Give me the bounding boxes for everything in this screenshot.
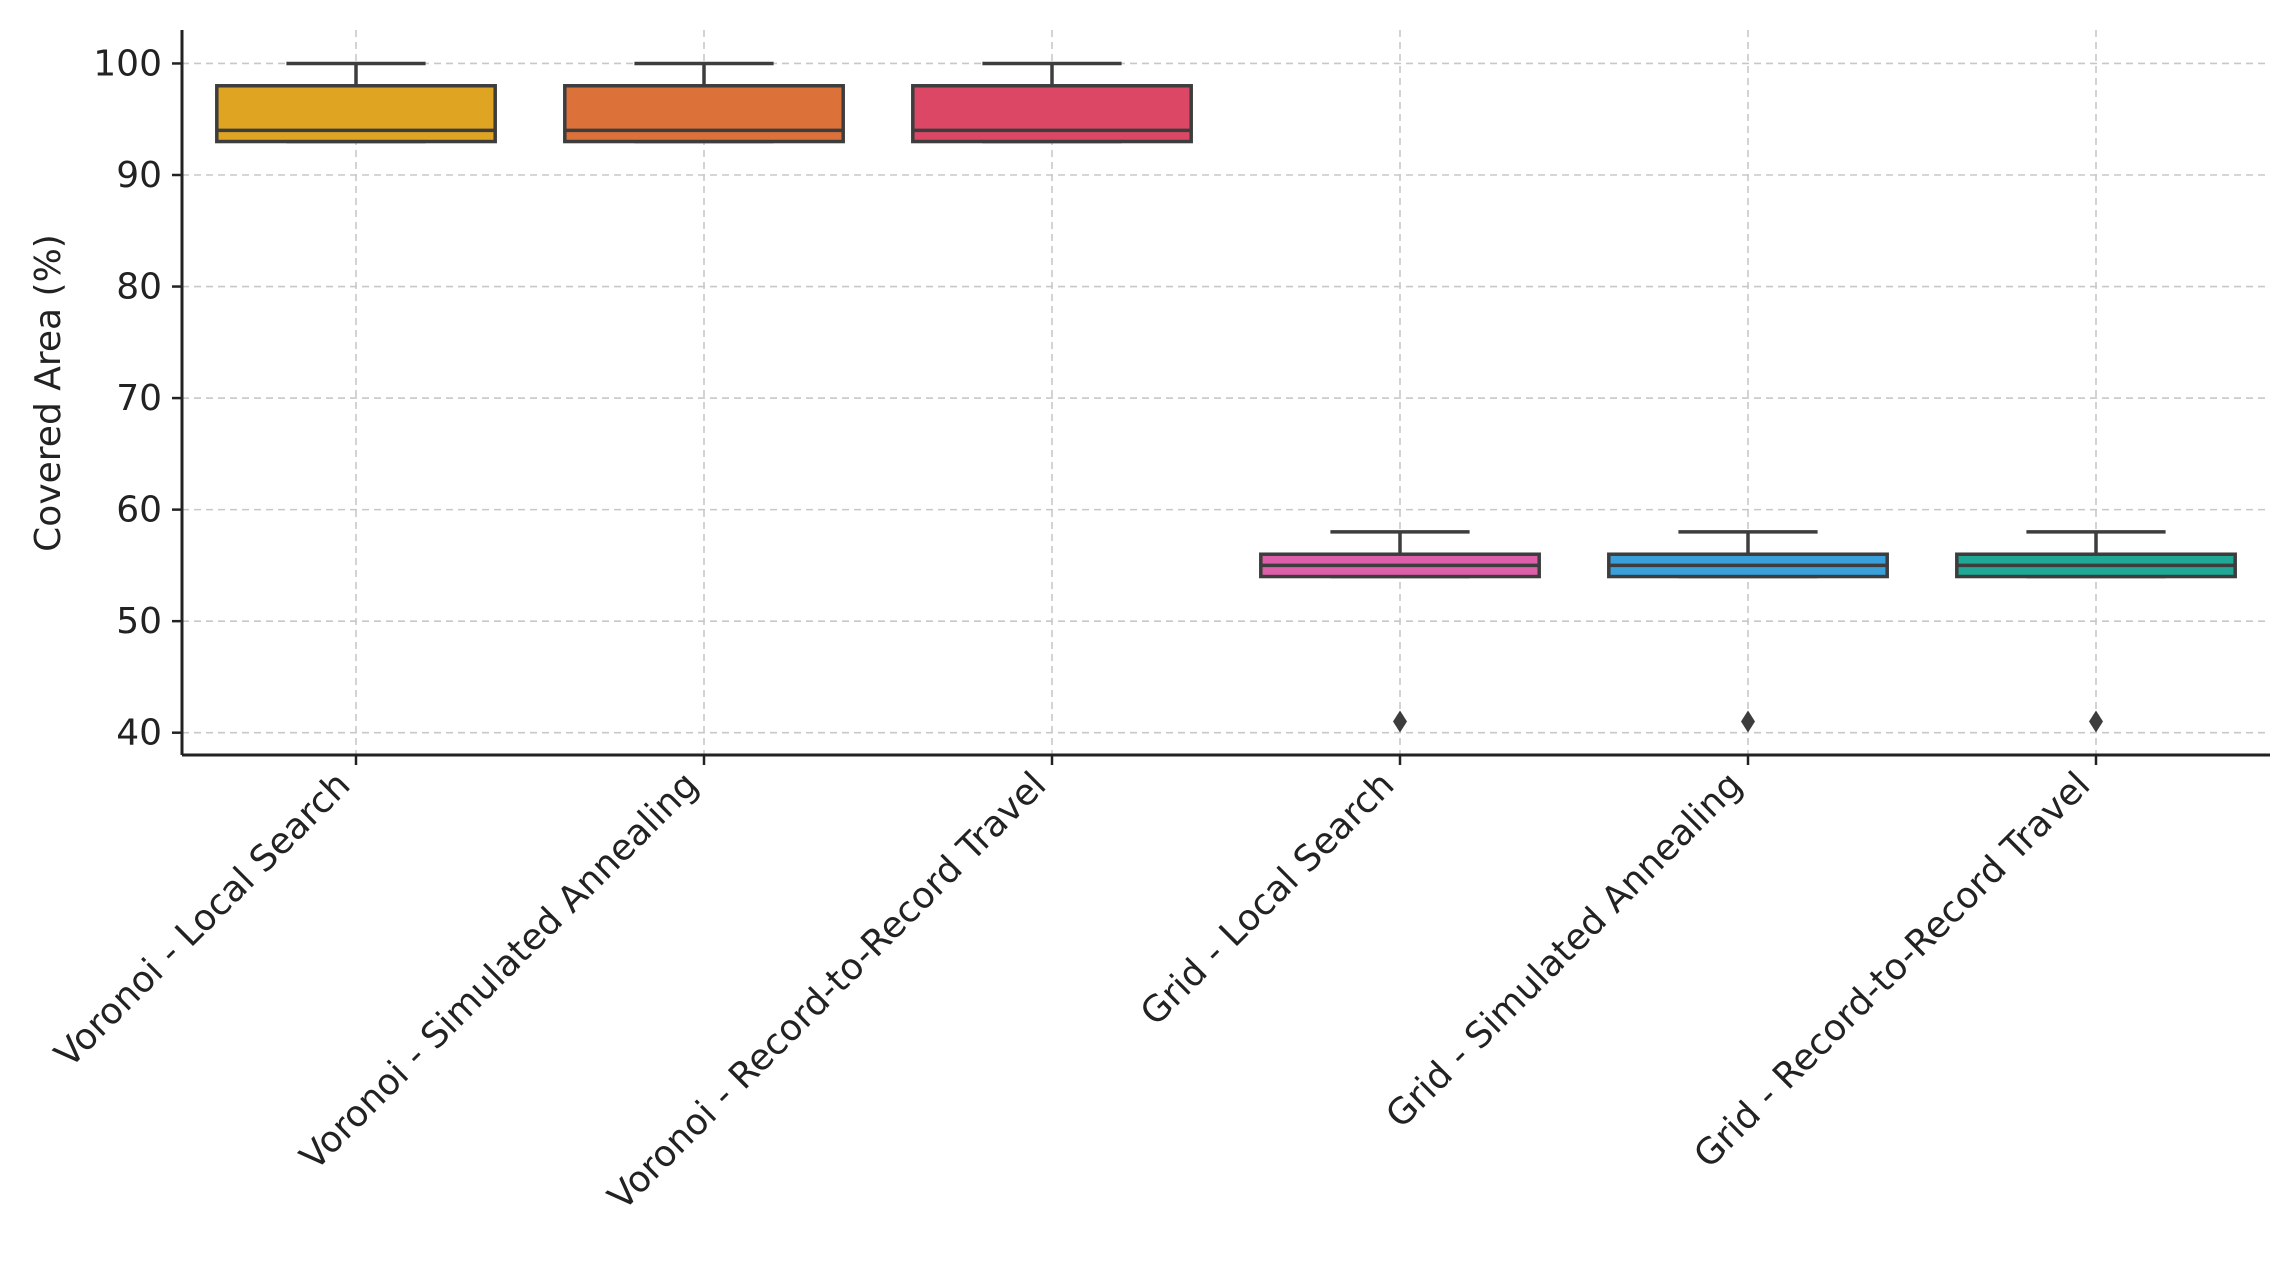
x-tick-label: Voronoi - Local Search	[47, 764, 358, 1075]
box-2	[563, 61, 845, 144]
outlier-marker	[1393, 710, 1407, 733]
y-ticks: 40 50 60 70 80 90 100	[93, 43, 182, 754]
y-axis-label: Covered Area (%)	[28, 234, 69, 552]
y-tick-label: 80	[116, 267, 162, 308]
x-tick-label: Voronoi - Simulated Annealing	[293, 764, 707, 1178]
box-5	[1607, 530, 1889, 733]
y-tick-label: 60	[116, 490, 162, 531]
box-iqr	[563, 84, 845, 144]
y-tick-label: 40	[116, 713, 162, 754]
grid-lines	[182, 30, 2270, 755]
outlier-marker	[2089, 710, 2103, 733]
box-iqr	[215, 84, 497, 144]
box-1	[215, 61, 497, 144]
box-3	[911, 61, 1193, 144]
y-tick-label: 100	[93, 43, 162, 84]
axes	[180, 30, 2270, 757]
box-iqr	[911, 84, 1193, 144]
x-tick-label: Voronoi - Record-to-Record Travel	[601, 764, 1055, 1218]
y-tick-label: 90	[116, 155, 162, 196]
outlier-marker	[1741, 710, 1755, 733]
x-tick-label: Grid - Record-to-Record Travel	[1687, 764, 2099, 1176]
y-tick-label: 70	[116, 378, 162, 419]
x-tick-label: Grid - Local Search	[1133, 764, 1402, 1033]
y-tick-label: 50	[116, 601, 162, 642]
boxes	[215, 61, 2237, 733]
x-tick-label: Grid - Simulated Annealing	[1378, 764, 1750, 1136]
box-4	[1259, 530, 1541, 733]
box-6	[1955, 530, 2237, 733]
